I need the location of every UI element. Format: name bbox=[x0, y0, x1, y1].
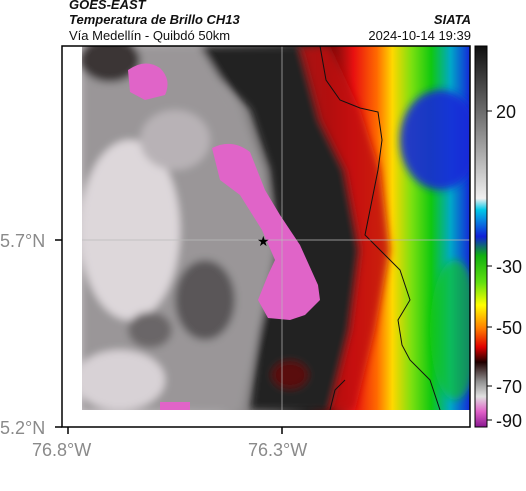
cold-cloud-top-region bbox=[212, 143, 320, 320]
colorbar-tick-20: 20 bbox=[496, 102, 516, 122]
y-tick-5-2: 5.2°N bbox=[0, 418, 45, 438]
satellite-name: GOES-EAST bbox=[69, 0, 146, 12]
region-subtitle: Vía Medellín - Quibdó 50km bbox=[69, 28, 231, 43]
product-title: Temperatura de Brillo CH13 bbox=[69, 12, 240, 27]
x-tick-76-3: 76.3°W bbox=[248, 440, 307, 460]
y-tick-5-7: 5.7°N bbox=[0, 231, 45, 251]
org-name: SIATA bbox=[433, 12, 471, 27]
colorbar-tick-minus50: -50 bbox=[496, 318, 522, 338]
x-tick-76-8: 76.8°W bbox=[32, 440, 91, 460]
cold-cloud-top-small-region bbox=[128, 63, 168, 100]
colorbar: 20 -30 -50 -70 -90 bbox=[474, 45, 522, 431]
datetime-label: 2024-10-14 19:39 bbox=[368, 28, 471, 43]
colorbar-tick-minus30: -30 bbox=[496, 257, 522, 277]
colorbar-tick-minus70: -70 bbox=[496, 377, 522, 397]
temperature-field: ★ bbox=[82, 46, 470, 410]
location-star-icon: ★ bbox=[257, 234, 270, 250]
colorbar-tick-minus90: -90 bbox=[496, 411, 522, 431]
